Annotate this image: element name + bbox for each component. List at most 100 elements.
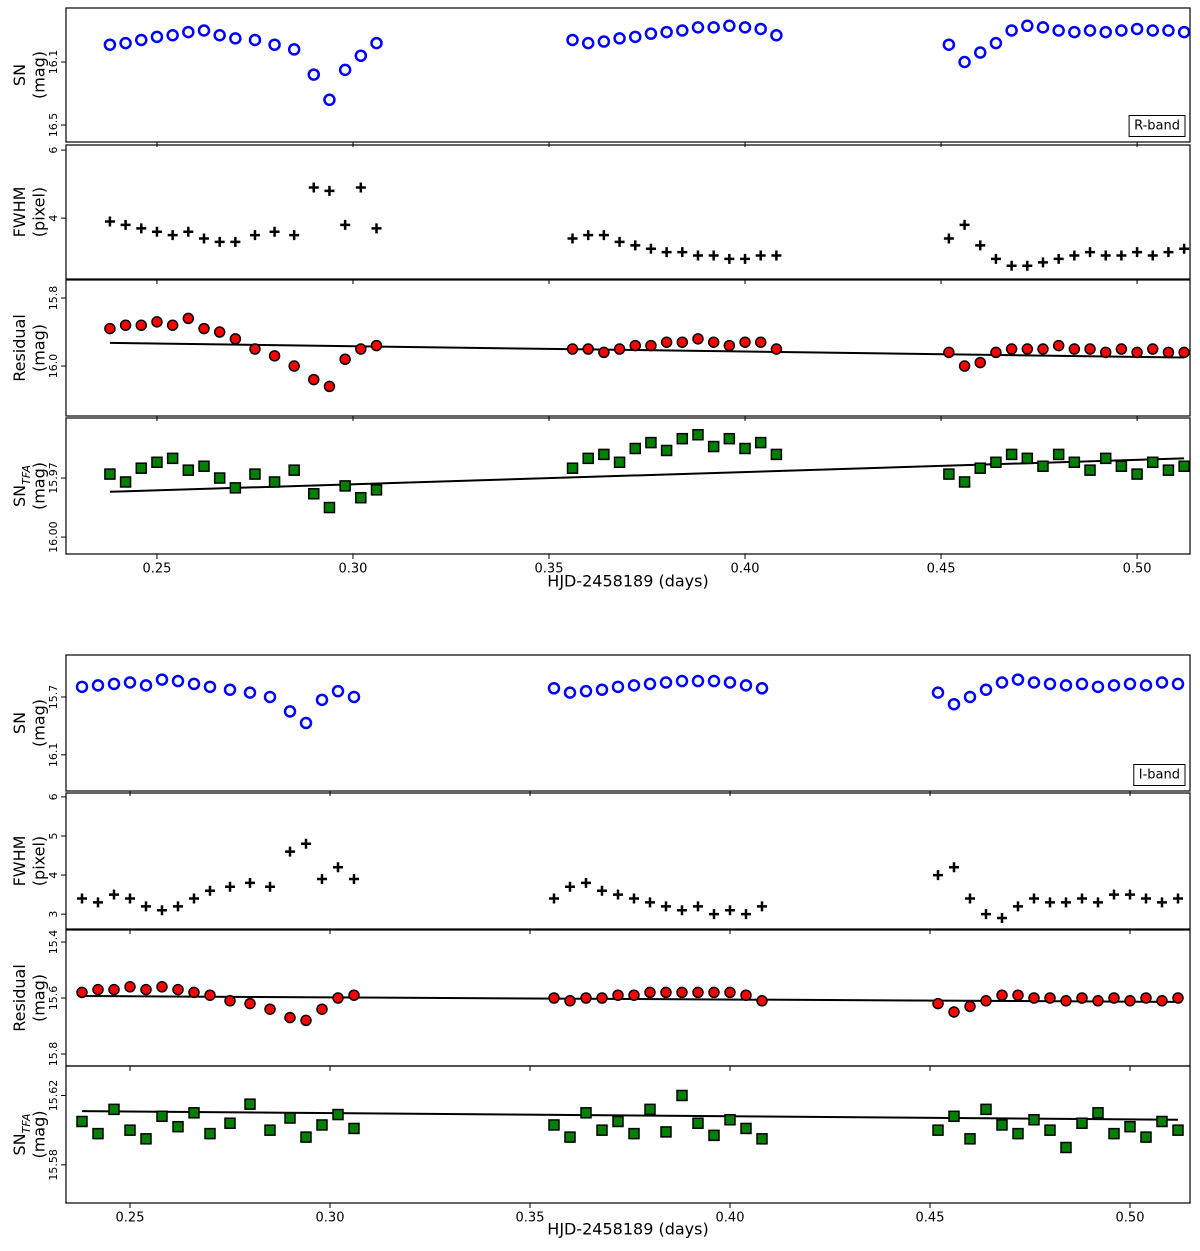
marker (1140, 992, 1152, 1004)
marker (265, 881, 275, 892)
marker (249, 468, 261, 480)
y-tick-label: 15.8 (47, 1042, 60, 1067)
marker (566, 462, 579, 474)
y-axis-label: (mag) (30, 699, 49, 747)
marker (942, 38, 956, 51)
y-axis-label: (mag) (30, 1110, 49, 1158)
y-axis-label-text: SN (10, 712, 29, 734)
marker (299, 716, 313, 730)
marker (581, 36, 595, 50)
marker (1162, 464, 1175, 476)
marker (223, 683, 237, 696)
marker (224, 995, 236, 1007)
marker (692, 333, 704, 345)
marker (229, 333, 242, 345)
marker (92, 1127, 104, 1140)
marker (675, 674, 689, 688)
marker (125, 893, 135, 904)
marker (333, 862, 343, 873)
marker (580, 992, 592, 1004)
marker (1115, 460, 1128, 472)
y-tick-label: 4 (47, 872, 60, 879)
marker (1124, 995, 1136, 1007)
marker (676, 432, 689, 445)
marker (1037, 257, 1048, 268)
marker (1178, 346, 1190, 359)
marker (323, 93, 336, 107)
marker (1147, 456, 1159, 469)
marker (1109, 889, 1119, 900)
marker (317, 873, 327, 884)
marker (1172, 1124, 1184, 1136)
marker (213, 472, 226, 484)
marker (1107, 679, 1121, 692)
marker (660, 336, 673, 348)
y-axis-label: (mag) (30, 51, 49, 99)
marker (612, 1115, 624, 1128)
marker (597, 885, 607, 896)
marker (1022, 260, 1033, 271)
y-tick-label: 15.8 (47, 286, 60, 311)
y-axis-label: SN (10, 64, 29, 86)
marker (1060, 1141, 1072, 1154)
marker (740, 989, 752, 1001)
y-tick-label: 16.0 (47, 354, 60, 379)
marker (244, 997, 256, 1010)
marker (693, 901, 703, 912)
marker (964, 1000, 976, 1013)
marker (644, 1103, 656, 1116)
marker (677, 247, 688, 258)
x-tick-label: 0.30 (339, 562, 368, 577)
marker (331, 684, 345, 698)
band-label: I-band (1139, 768, 1180, 783)
marker (1068, 343, 1081, 355)
marker (981, 909, 991, 920)
marker (1162, 24, 1175, 37)
marker (268, 476, 281, 488)
marker (332, 1108, 344, 1121)
marker (755, 250, 766, 261)
marker (676, 986, 688, 999)
marker (740, 253, 751, 264)
marker (964, 1133, 976, 1145)
marker (1029, 893, 1039, 904)
marker (645, 339, 657, 352)
marker (119, 319, 132, 331)
marker (709, 909, 719, 920)
marker (167, 230, 178, 241)
marker (958, 360, 971, 372)
marker (1140, 1131, 1152, 1143)
marker (943, 233, 954, 244)
marker (188, 1107, 200, 1119)
y-tick-label: 6 (47, 147, 60, 154)
marker (547, 682, 561, 695)
marker (582, 343, 594, 355)
marker (183, 226, 194, 237)
marker (645, 243, 656, 254)
marker (124, 981, 136, 993)
marker (347, 690, 361, 704)
marker (724, 1114, 736, 1126)
marker (370, 484, 383, 496)
marker (1005, 24, 1018, 37)
y-axis-label: FWHM (10, 187, 29, 238)
marker (564, 995, 576, 1007)
marker (1100, 250, 1111, 261)
marker (692, 428, 704, 441)
marker (661, 247, 672, 258)
marker (660, 986, 672, 999)
marker (1061, 897, 1071, 908)
marker (1099, 25, 1112, 39)
marker (1171, 677, 1185, 691)
marker (123, 676, 137, 689)
marker (248, 33, 262, 47)
marker (349, 873, 359, 884)
marker (213, 28, 226, 42)
marker (1028, 1114, 1040, 1126)
marker (629, 339, 642, 352)
marker (287, 43, 301, 56)
marker (284, 1011, 296, 1024)
marker (598, 346, 610, 359)
marker (629, 30, 642, 44)
marker (959, 219, 970, 230)
